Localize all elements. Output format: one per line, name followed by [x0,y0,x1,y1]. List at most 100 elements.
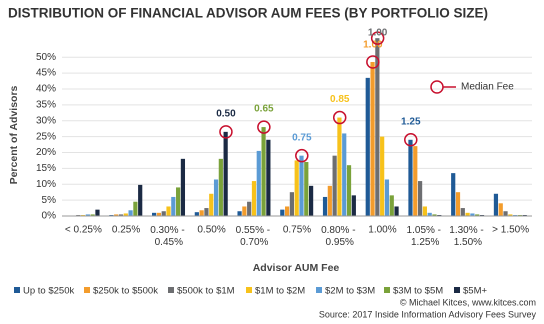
y-tick-label: 5% [42,195,57,206]
y-tick-label: 25% [36,131,56,142]
bar [508,214,513,216]
legend-swatch [246,287,252,293]
median-marker [257,120,271,134]
bar [166,206,171,216]
bar [389,195,394,216]
x-tick-label: 0.50% [197,225,225,236]
legend-swatch [454,287,460,293]
y-tick-label: 0% [42,211,57,222]
median-label: 0.65 [254,104,274,115]
bar [156,212,162,216]
legend-swatch [384,287,390,293]
bar [237,211,242,216]
bar [427,212,432,216]
x-axis-title: Advisor AUM Fee [253,262,340,274]
x-tick-label: 0.75% [283,225,311,236]
bar [451,173,456,216]
x-tick-label: 0.25% [112,225,140,236]
bar [460,208,465,216]
x-tick-label: 0.55% - 0.70% [236,225,273,248]
bar [128,210,133,216]
y-tick-label: 35% [36,100,56,111]
median-marker [404,133,418,147]
legend-swatch [14,287,20,293]
median-marker [366,55,380,69]
chart-title: DISTRIBUTION OF FINANCIAL ADVISOR AUM FE… [8,6,488,21]
bar [342,133,347,216]
bar [289,192,294,216]
x-tick-label-line: 1.30% - [449,225,486,236]
legend-label: $250k to $500k [93,286,158,297]
bar [161,211,166,216]
bar [498,203,503,216]
x-tick-label-line: 0.30% - [150,225,187,236]
y-tick-label: 15% [36,163,56,174]
bar [95,209,100,216]
bar [138,184,143,216]
bar [209,193,214,216]
credit: © Michael Kitces, www.kitces.com [400,297,536,307]
x-tick-label-line: 0.80% - [321,225,358,236]
x-tick-label-line: 0.55% - [236,225,273,236]
bar [176,187,181,216]
bar [475,214,480,216]
x-tick-label: 1.30% - 1.50% [449,225,486,248]
bar [365,77,370,216]
y-tick-label: 45% [36,68,56,79]
bar [204,208,209,216]
bar [408,139,413,216]
bar [470,213,475,216]
legend-label: Up to $250k [23,286,74,297]
bar [413,146,418,216]
bar [322,196,328,216]
x-tick-label: 0.30% - 0.45% [150,225,187,248]
median-legend-symbol [430,80,444,94]
bar [432,214,437,216]
bar [370,61,375,216]
bar [242,206,247,216]
bar [493,193,499,216]
x-tick-label-line: 1.50% [454,237,482,248]
bar [332,155,337,216]
x-tick-label-line: 0.45% [155,237,183,248]
x-tick-label: < 0.25% [65,225,102,236]
bar [251,181,257,216]
bar [299,155,304,216]
y-tick-label: 40% [36,84,56,95]
bar [223,131,228,216]
legend-swatch [316,287,322,293]
bar [133,201,138,216]
bar [256,150,261,216]
bar [455,192,461,216]
bar [90,214,95,216]
bar [294,160,299,216]
bar [218,158,223,216]
y-tick-label: 20% [36,147,56,158]
bar [380,136,385,216]
bar [194,212,199,216]
median-legend-label: Median Fee [461,82,514,93]
x-tick-label: 1.05% - 1.25% [407,225,444,248]
y-tick-label: 10% [36,179,56,190]
median-label: 0.50 [216,108,236,119]
legend-swatch [84,287,90,293]
bar [375,38,380,216]
legend-label: $3M to $5M [393,286,443,297]
bar [384,179,390,216]
bar [304,162,309,216]
x-tick-label: 0.80% - 0.95% [321,225,358,248]
bar [118,214,124,216]
bar [180,158,186,216]
bar [285,206,290,216]
median-label: 1.25 [401,116,421,127]
bar [346,165,352,216]
x-tick-label: 1.00% [368,225,396,236]
legend-label: $1M to $2M [255,286,305,297]
y-tick-label: 30% [36,115,56,126]
legend-label: $500k to $1M [177,286,235,297]
median-marker [332,110,347,125]
median-label: 0.85 [330,94,350,105]
median-label: 0.75 [292,132,312,143]
median-marker [219,125,233,139]
